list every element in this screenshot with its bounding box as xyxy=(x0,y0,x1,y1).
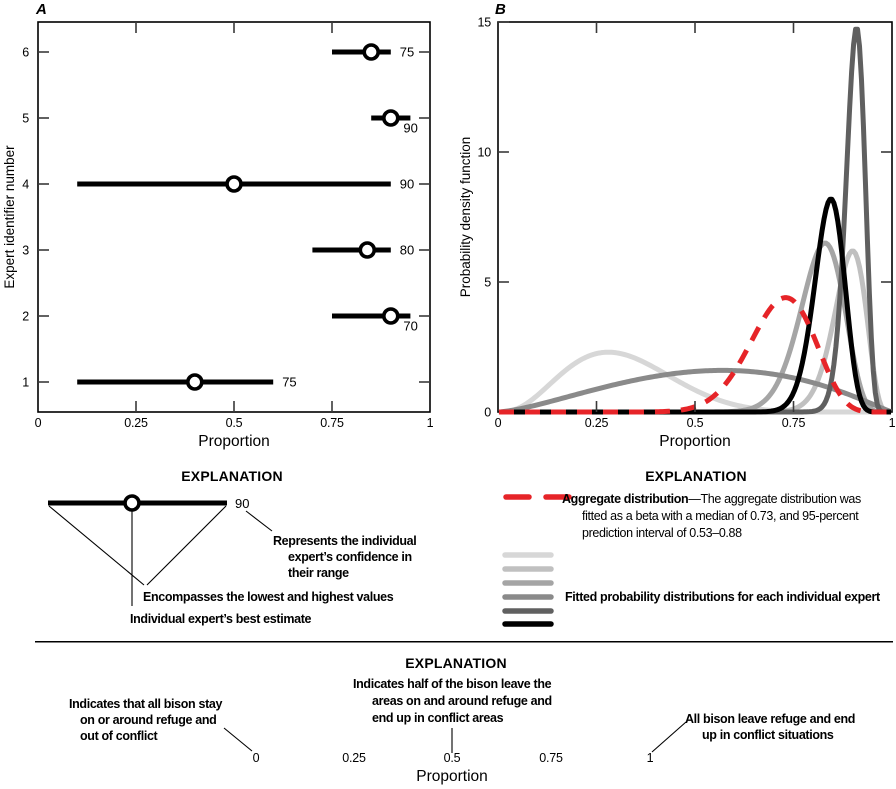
x-tick-label: 0.75 xyxy=(320,416,344,430)
bottom-explanation: EXPLANATION Indicates that all bison sta… xyxy=(35,641,893,785)
callout-line-range-right xyxy=(146,505,227,586)
expert-best-estimate-marker xyxy=(381,109,400,127)
bottom-note-zero-line: on or around refuge and xyxy=(80,713,216,727)
y-tick-label: 5 xyxy=(22,112,29,126)
y-tick-label: 1 xyxy=(22,376,29,390)
bottom-note-half-line: Indicates half of the bison leave the xyxy=(353,677,552,691)
x-tick-label: 0.5 xyxy=(226,416,243,430)
curve-expert-4-fitted-distribution xyxy=(498,367,892,415)
panel-b-letter: B xyxy=(495,1,506,18)
bottom-note-one-line: up in conflict situations xyxy=(702,728,834,742)
expert-confidence-label: 80 xyxy=(400,243,414,258)
expert-confidence-label: 90 xyxy=(400,177,414,192)
bottom-note-one-line: All bison leave refuge and end xyxy=(685,712,855,726)
expert-confidence-label: 70 xyxy=(403,319,417,334)
y-tick-label: 0 xyxy=(484,406,491,420)
legend-expert-swatches xyxy=(502,552,554,627)
x-tick-label: 0.75 xyxy=(782,416,806,430)
bottom-axis-value: 0.5 xyxy=(444,751,461,765)
callout-line-confidence xyxy=(245,510,273,532)
callout-line-range-left xyxy=(48,505,145,586)
legend-aggregate-text-line1: Aggregate distribution—The aggregate dis… xyxy=(562,492,861,506)
panel-a-data: 75 70 80 90 90 75 xyxy=(77,43,418,391)
legend-note-confidence-line: Represents the individual xyxy=(273,534,416,548)
x-tick-label: 1 xyxy=(427,416,434,430)
legend-aggregate-bold: Aggregate distribution xyxy=(562,492,688,506)
panel-b-y-axis-title: Probability density function xyxy=(458,137,473,298)
panel-a-x-axis-title: Proportion xyxy=(198,433,270,450)
legend-note-confidence: Represents the individual expert’s confid… xyxy=(273,534,417,580)
y-tick-label: 10 xyxy=(477,146,491,160)
bottom-note-half-line: areas on and around refuge and xyxy=(372,694,552,708)
legend-note-best: Individual expert’s best estimate xyxy=(130,612,312,626)
panel-a-y-axis-title: Expert identifier number xyxy=(2,145,17,289)
expert-best-estimate-marker xyxy=(358,241,377,259)
legend-note-confidence-line: their range xyxy=(288,566,349,580)
x-tick-label: 0.5 xyxy=(687,416,704,430)
panel-a-legend-title: EXPLANATION xyxy=(181,468,283,484)
panel-a-legend: EXPLANATION 90 Represents the individual… xyxy=(48,468,417,626)
expert-best-estimate-marker xyxy=(362,43,381,61)
x-tick-label: 0 xyxy=(35,416,42,430)
bottom-explanation-title: EXPLANATION xyxy=(405,655,507,671)
bottom-note-zero: Indicates that all bison stay on or aroun… xyxy=(69,697,223,743)
panel-a-frame xyxy=(37,21,431,413)
expert-best-estimate-marker xyxy=(381,307,400,325)
panel-a-ticks xyxy=(38,22,430,412)
legend-aggregate-text-line3: prediction interval of 0.53–0.88 xyxy=(582,526,742,540)
bottom-note-zero-line: out of conflict xyxy=(80,729,159,743)
callout-line-one xyxy=(651,721,687,753)
x-tick-label: 0 xyxy=(495,416,502,430)
expert-confidence-label: 75 xyxy=(400,45,414,60)
x-tick-label: 1 xyxy=(889,416,896,430)
bottom-axis-value: 0.75 xyxy=(539,751,563,765)
legend-best-estimate-marker-sample xyxy=(123,494,141,512)
curve-expert-5-fitted-distribution xyxy=(498,26,892,415)
y-tick-label: 4 xyxy=(22,178,29,192)
panel-a-letter: A xyxy=(35,1,47,18)
panel-b-legend: EXPLANATION Aggregate distribution—The a… xyxy=(502,468,881,627)
x-tick-label: 0.25 xyxy=(124,416,148,430)
panel-a-tick-labels: 0 0.25 0.5 0.75 1 1 2 3 4 5 6 xyxy=(22,46,434,431)
panel-a-plot: A 75 70 80 90 90 75 0 0.25 0.5 0.75 1 1 2 3 4 5 6 Propo… xyxy=(2,1,434,450)
callout-line-zero xyxy=(223,727,253,752)
bottom-axis-labels: 0 0.25 0.5 0.75 1 xyxy=(253,751,654,765)
panel-b-curves xyxy=(498,26,892,415)
panel-b-x-axis-title: Proportion xyxy=(659,433,731,450)
y-tick-label: 6 xyxy=(22,46,29,60)
bottom-axis-value: 0 xyxy=(253,751,260,765)
curve-expert-1-fitted-distribution xyxy=(498,349,892,415)
bottom-axis-value: 0.25 xyxy=(342,751,366,765)
x-tick-label: 0.25 xyxy=(585,416,609,430)
expert-best-estimate-marker xyxy=(225,175,243,193)
panel-b-legend-title: EXPLANATION xyxy=(645,468,747,484)
bottom-note-one: All bison leave refuge and end up in conf… xyxy=(685,712,855,742)
expert-best-estimate-marker xyxy=(186,373,204,391)
bottom-note-half: Indicates half of the bison leave the are… xyxy=(353,677,552,725)
bottom-axis-title: Proportion xyxy=(416,768,488,785)
bottom-axis-value: 1 xyxy=(647,751,654,765)
bottom-note-zero-line: Indicates that all bison stay xyxy=(69,697,222,711)
legend-note-range: Encompasses the lowest and highest value… xyxy=(143,590,394,604)
y-tick-label: 15 xyxy=(477,16,491,30)
expert-confidence-label: 75 xyxy=(282,375,296,390)
y-tick-label: 3 xyxy=(22,244,29,258)
legend-note-confidence-line: expert’s confidence in xyxy=(288,550,412,564)
legend-aggregate-text-line2: fitted as a beta with a median of 0.73, … xyxy=(582,509,859,523)
panel-b-ticks xyxy=(498,21,892,412)
expert-confidence-label: 90 xyxy=(403,121,417,136)
y-tick-label: 5 xyxy=(484,276,491,290)
bottom-note-half-line: end up in conflict areas xyxy=(372,711,504,725)
legend-aggregate-rest: —The aggregate distribution was xyxy=(688,492,861,506)
legend-fitted-label: Fitted probability distributions for eac… xyxy=(565,590,881,604)
legend-confidence-value-sample: 90 xyxy=(235,496,249,511)
y-tick-label: 2 xyxy=(22,310,29,324)
